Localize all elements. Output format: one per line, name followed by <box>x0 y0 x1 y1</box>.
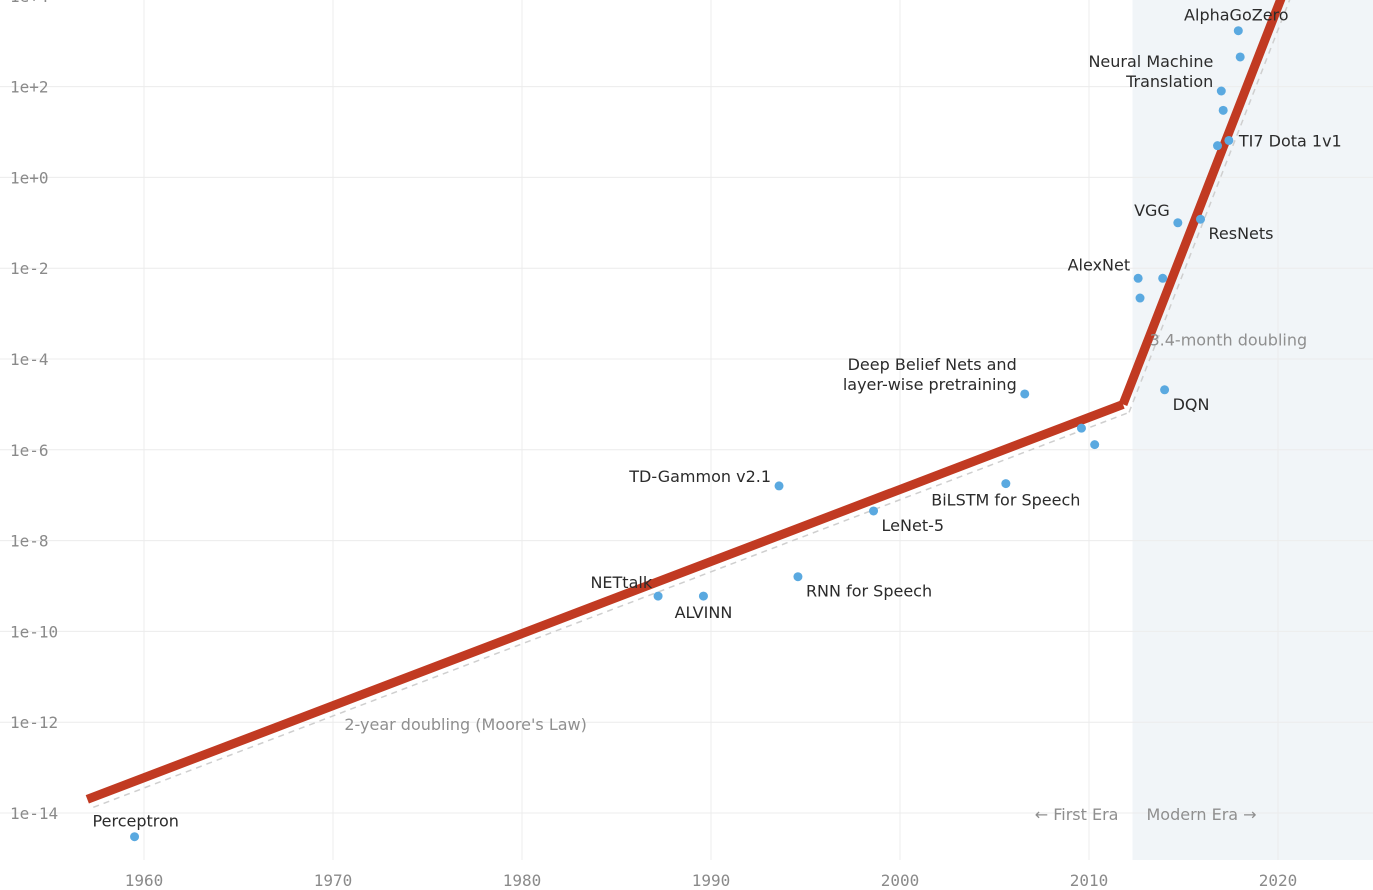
point-vgg <box>1173 218 1183 228</box>
data-point <box>1213 141 1223 151</box>
point-alexnet <box>1133 273 1143 283</box>
point-alphagozero <box>1233 26 1243 36</box>
label-td-gammon-v2-1: TD-Gammon v2.1 <box>628 467 771 486</box>
label-rnn-for-speech: RNN for Speech <box>806 582 932 601</box>
point-dqn <box>1160 385 1170 395</box>
label-perceptron: Perceptron <box>93 812 179 831</box>
label-deep-belief-nets-and-layer-wise-pretraining: Deep Belief Nets and layer-wise pretraini… <box>843 355 1017 394</box>
label-lenet-5: LeNet-5 <box>882 516 945 535</box>
grid <box>0 0 1373 860</box>
y-tick-label: 1e-4 <box>10 350 49 369</box>
data-point <box>1235 52 1245 62</box>
x-tick-label: 2010 <box>1070 871 1109 890</box>
trend-lines <box>85 0 1291 809</box>
y-tick-label: 1e-6 <box>10 441 49 460</box>
modern-doubling-annotation: 3.4-month doubling <box>1149 330 1307 349</box>
point-deep-belief-nets-and-layer-wise-pretraining <box>1020 389 1030 399</box>
label-dqn: DQN <box>1173 395 1210 414</box>
first-era-label: ← First Era <box>1035 805 1119 824</box>
point-nettalk <box>653 591 663 601</box>
label-alvinn: ALVINN <box>675 603 733 622</box>
x-tick-label: 2000 <box>881 871 920 890</box>
data-point <box>1076 423 1086 433</box>
y-tick-label: 1e+0 <box>10 168 49 187</box>
x-tick-label: 1990 <box>692 871 731 890</box>
y-axis: 1e-14 1e-12 1e-10 1e-8 1e-6 1e-4 1e-2 1e+0 1e+2 1… <box>10 0 58 823</box>
x-tick-label: 1960 <box>125 871 164 890</box>
point-perceptron <box>130 832 140 842</box>
data-point <box>1135 293 1145 303</box>
trend-guide-line <box>93 411 1130 809</box>
label-resnets: ResNets <box>1209 224 1274 243</box>
y-tick-label: 1e-12 <box>10 713 58 732</box>
point-bilstm-for-speech <box>1001 479 1011 489</box>
point-rnn-for-speech <box>793 572 803 582</box>
y-tick-label: 1e-8 <box>10 532 49 551</box>
point-alvinn <box>698 591 708 601</box>
moores-law-annotation: 2-year doubling (Moore's Law) <box>344 715 587 734</box>
x-tick-label: 1970 <box>314 871 353 890</box>
label-nettalk: NETtalk <box>590 573 652 592</box>
label-bilstm-for-speech: BiLSTM for Speech <box>931 491 1080 510</box>
x-tick-label: 2020 <box>1259 871 1298 890</box>
data-point <box>1218 105 1228 115</box>
label-neural-machine-translation: Neural Machine Translation <box>1088 52 1213 91</box>
x-axis: 1960 1970 1980 1990 2000 2010 2020 <box>125 871 1298 890</box>
y-tick-label: 1e+2 <box>10 78 49 97</box>
point-ti7-dota-1v1 <box>1224 135 1234 145</box>
data-points <box>130 26 1245 842</box>
point-resnets <box>1196 214 1206 224</box>
y-tick-label: 1e+4 <box>10 0 49 6</box>
data-point <box>1090 440 1100 450</box>
y-tick-label: 1e-2 <box>10 259 49 278</box>
point-labels: Perceptron NETtalk ALVINN TD-Gammon v2.1 RNN… <box>93 6 1342 831</box>
label-ti7-dota-1v1: TI7 Dota 1v1 <box>1238 131 1342 150</box>
trend-line-3-4-month-doubling <box>1118 0 1286 407</box>
point-neural-machine-translation <box>1216 86 1226 96</box>
label-alexnet: AlexNet <box>1068 255 1131 274</box>
modern-era-shade <box>1132 0 1373 860</box>
y-tick-label: 1e-10 <box>10 622 58 641</box>
trend-guide-line <box>1128 0 1291 413</box>
point-td-gammon-v2-1 <box>774 481 784 491</box>
y-tick-label: 1e-14 <box>10 804 58 823</box>
x-tick-label: 1980 <box>503 871 542 890</box>
label-vgg: VGG <box>1134 201 1170 220</box>
label-alphagozero: AlphaGoZero <box>1184 6 1289 25</box>
modern-era-label: Modern Era → <box>1146 805 1256 824</box>
point-lenet-5 <box>869 506 879 516</box>
trend-line-2-year-doubling-moore-s-law <box>85 400 1125 804</box>
annotations: 2-year doubling (Moore's Law) 3.4-month d… <box>344 330 1307 824</box>
data-point <box>1158 273 1168 283</box>
